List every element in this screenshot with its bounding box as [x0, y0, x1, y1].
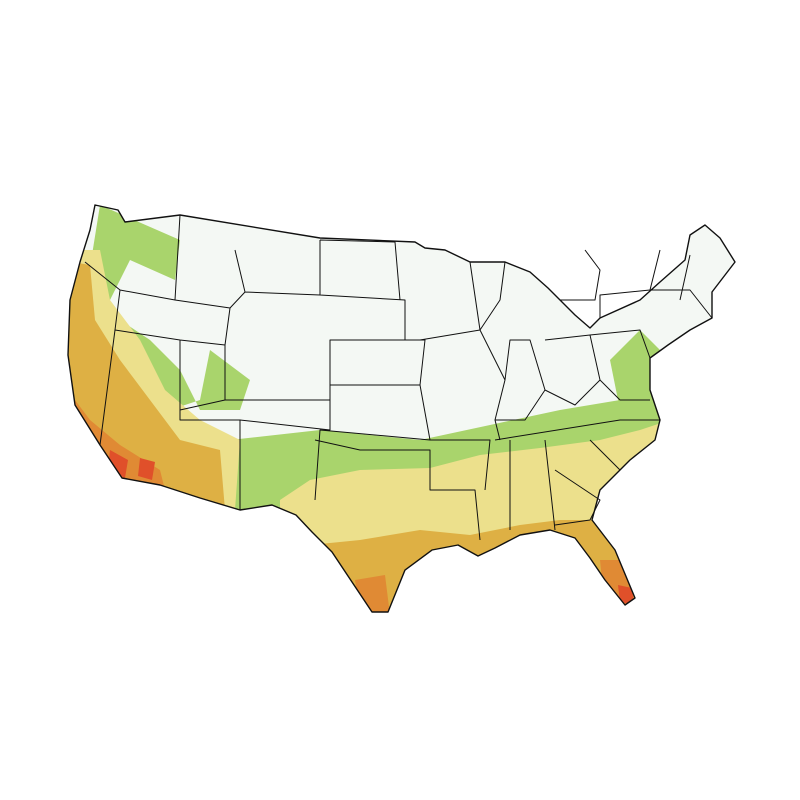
state-borders	[67, 204, 736, 613]
zone-warm-gulf	[310, 520, 640, 612]
zone-hottest-florida	[618, 585, 634, 605]
zone-mild-south	[280, 420, 700, 612]
zone-hot-florida	[600, 560, 640, 610]
border-lines	[84, 214, 713, 541]
zone-hottest-desert	[138, 458, 155, 480]
